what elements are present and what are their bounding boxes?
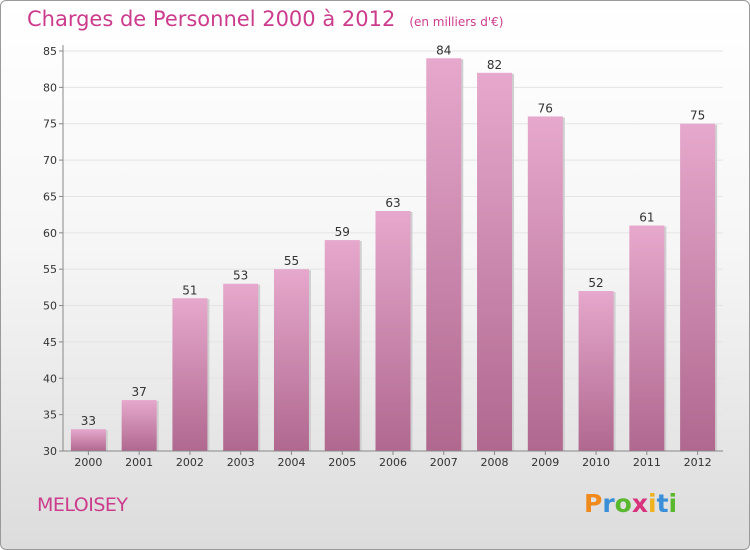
y-tick-label: 55: [43, 263, 57, 276]
y-tick-label: 65: [43, 190, 57, 203]
chart-title-text: Charges de Personnel 2000 à 2012: [27, 7, 396, 31]
bar: [324, 240, 360, 451]
x-tick-label: 2000: [74, 456, 102, 469]
x-tick-label: 2003: [227, 456, 255, 469]
bar: [527, 116, 563, 452]
logo-letter: P: [584, 489, 603, 518]
chart-title: Charges de Personnel 2000 à 2012 (en mill…: [27, 7, 503, 31]
x-tick-label: 2010: [582, 456, 610, 469]
bar-value-label: 55: [284, 254, 299, 268]
bar-value-label: 53: [233, 269, 248, 283]
y-tick-label: 85: [43, 45, 57, 58]
y-tick-label: 80: [43, 81, 57, 94]
logo-letter: t: [656, 489, 669, 518]
bar-value-label: 84: [436, 43, 451, 57]
bar: [680, 123, 716, 452]
bar: [70, 429, 106, 451]
y-tick-label: 35: [43, 409, 57, 422]
bar: [477, 72, 513, 452]
x-tick-label: 2004: [277, 456, 305, 469]
x-tick-label: 2005: [328, 456, 356, 469]
y-tick-label: 60: [43, 227, 57, 240]
y-tick-label: 40: [43, 372, 57, 385]
logo-letter: i: [668, 489, 678, 518]
chart-subtitle: (en milliers d'€): [409, 15, 504, 29]
y-tick-label: 50: [43, 300, 57, 313]
bar-value-label: 82: [487, 58, 502, 72]
bar: [172, 298, 208, 451]
x-tick-label: 2006: [379, 456, 407, 469]
x-tick-label: 2007: [430, 456, 458, 469]
bar: [223, 283, 259, 451]
bar: [578, 291, 614, 451]
logo-letter: i: [648, 489, 657, 518]
bar-value-label: 61: [639, 211, 654, 225]
bar: [426, 58, 462, 451]
proxiti-logo[interactable]: Proxiti: [584, 489, 677, 518]
logo-letter: x: [631, 489, 648, 518]
bar-value-label: 76: [538, 101, 553, 115]
x-tick-label: 2009: [531, 456, 559, 469]
bar: [273, 269, 309, 451]
x-tick-label: 2011: [633, 456, 661, 469]
x-tick-label: 2001: [125, 456, 153, 469]
logo-letter: o: [614, 489, 632, 518]
bar-value-label: 75: [690, 109, 705, 123]
bar-value-label: 63: [385, 196, 400, 210]
bar-value-label: 37: [132, 385, 147, 399]
bar-value-label: 33: [81, 414, 96, 428]
x-tick-label: 2002: [176, 456, 204, 469]
logo-letter: r: [602, 489, 615, 518]
bar: [121, 400, 157, 451]
bar-value-label: 52: [588, 276, 603, 290]
bar-value-label: 51: [182, 283, 197, 297]
y-tick-label: 70: [43, 154, 57, 167]
y-tick-label: 75: [43, 118, 57, 131]
place-name: MELOISEY: [37, 494, 128, 516]
bar: [375, 211, 411, 451]
y-tick-label: 30: [43, 445, 57, 458]
x-tick-label: 2008: [481, 456, 509, 469]
x-tick-label: 2012: [684, 456, 712, 469]
axes: 30 35 40 45 50 55 60 65 70 75 80 85 2000 2001 2002 2003…: [43, 45, 723, 469]
bar-value-label: 59: [335, 225, 350, 239]
bars: 33 37 51 53 55 59 63 84 82 76 52 61 75: [70, 43, 718, 452]
y-tick-label: 45: [43, 336, 57, 349]
bar: [629, 225, 665, 451]
